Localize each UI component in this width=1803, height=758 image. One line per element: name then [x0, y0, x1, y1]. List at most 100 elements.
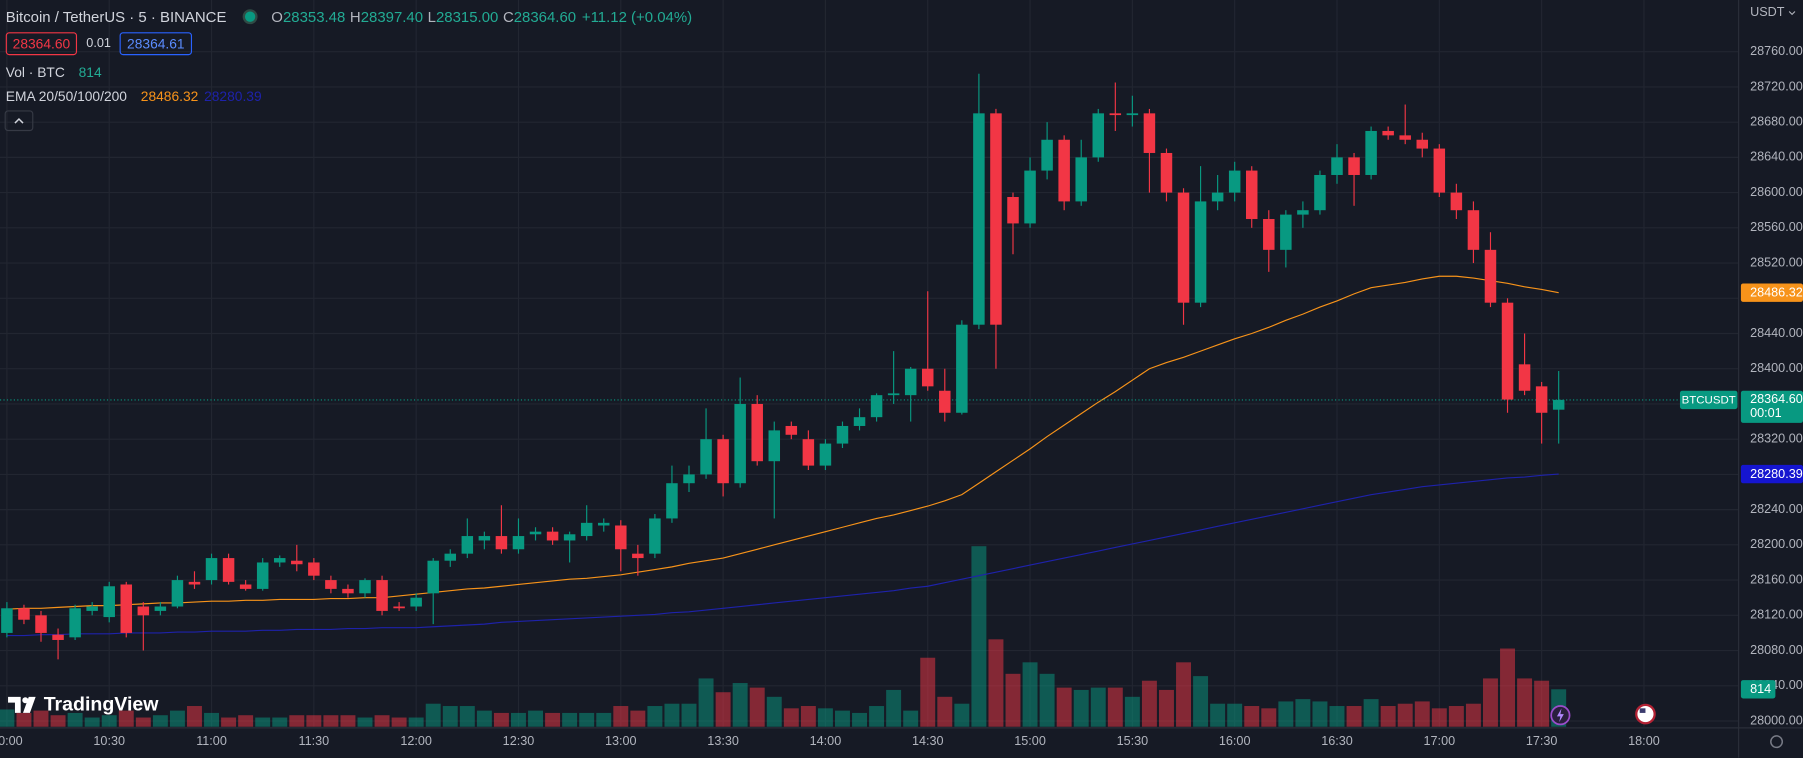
candle-body: [188, 581, 201, 585]
candle-body: [615, 525, 627, 550]
volume-bar: [1056, 687, 1072, 727]
events-bolt: [1556, 708, 1564, 723]
y-tick-label: 28000.00: [1750, 713, 1803, 727]
logo-shape: [8, 696, 36, 713]
volume-bar: [187, 706, 202, 727]
trade-buttons: 28364.60 0.01 28364.61: [5, 32, 192, 56]
currency-chevron: [1788, 11, 1796, 16]
volume-bar: [869, 706, 885, 727]
volume-bar: [766, 696, 782, 727]
candle-body: [1007, 197, 1019, 224]
candle-body: [1, 608, 13, 633]
volume-bar: [1414, 701, 1430, 727]
candle-body: [325, 580, 337, 589]
symbol-tag-label: BTCUSDT: [1682, 395, 1736, 407]
candle-body: [1280, 214, 1292, 250]
indicator-label: Vol · BTC: [5, 64, 65, 81]
volume-bar: [50, 715, 66, 727]
candle-body: [563, 534, 576, 541]
x-tick-label: 11:30: [299, 734, 330, 748]
volume-bar: [1227, 703, 1243, 727]
volume-bar: [374, 715, 390, 727]
volume-bar: [596, 712, 612, 727]
candle-body: [921, 368, 934, 387]
candle-body: [956, 324, 968, 413]
x-tick-label: 14:00: [810, 734, 842, 748]
volume-bar: [954, 703, 970, 727]
candle-body: [1399, 135, 1411, 140]
ohlc-value: 28364.60: [513, 8, 577, 26]
logo: TradingView: [7, 693, 159, 716]
ohlc-key: O: [271, 8, 283, 26]
volume-bar: [579, 712, 595, 727]
y-tick-label: 28200.00: [1750, 537, 1803, 551]
x-tick-label: 15:00: [1014, 734, 1046, 748]
candle-body: [1484, 249, 1497, 303]
volume-bar: [84, 717, 100, 727]
candle-body: [1194, 201, 1207, 303]
candle-body: [154, 606, 167, 611]
sell-button[interactable]: 28364.60: [5, 32, 78, 56]
price-tag: [1740, 390, 1803, 423]
candle-body: [700, 439, 712, 475]
candle-body: [1382, 130, 1394, 136]
candle-body: [137, 606, 150, 616]
flag-canton: [1639, 708, 1646, 713]
volume-bar: [33, 710, 49, 727]
collapse-button[interactable]: [4, 110, 34, 132]
ohlc-key: H: [349, 8, 361, 26]
indicator-value: 28280.39: [204, 88, 262, 105]
candle-body: [495, 536, 508, 550]
volume-bar: [1107, 687, 1123, 727]
ohlc-value: 28397.40: [360, 8, 424, 26]
candle-body: [973, 113, 985, 325]
buy-button[interactable]: 28364.61: [120, 32, 192, 56]
market-status[interactable]: [242, 9, 258, 25]
candle-body: [632, 553, 644, 559]
x-tick-label: 10:00: [0, 734, 23, 748]
candle-body: [376, 580, 388, 611]
volume-bar: [715, 692, 731, 727]
candle-body: [768, 430, 781, 462]
price-tag-label: 28280.39: [1750, 467, 1803, 481]
volume-bar: [613, 706, 629, 727]
candle-body: [836, 425, 849, 444]
candle-body: [853, 417, 866, 426]
volume-bar: [101, 715, 117, 727]
volume-bar: [306, 715, 322, 727]
candle-body: [410, 597, 422, 607]
candle-body: [1433, 148, 1446, 193]
volume-bar: [272, 717, 288, 727]
volume-bar: [408, 717, 424, 727]
candle-body: [1177, 192, 1190, 303]
flag-icon: [1635, 703, 1656, 725]
candle-body: [666, 483, 678, 519]
volume-bar: [16, 712, 32, 727]
volume-bar: [1312, 701, 1328, 727]
currency: USDT: [1750, 5, 1785, 19]
candle-body: [103, 586, 115, 618]
volume-bar: [937, 696, 953, 727]
volume-bar: [1261, 708, 1277, 727]
ohlc-value: 28353.48: [282, 8, 346, 26]
volume-bar: [1124, 696, 1140, 727]
candle-body: [342, 588, 354, 594]
candle-body: [1365, 130, 1377, 175]
volume-bar: [1278, 701, 1294, 727]
candle-body: [1058, 139, 1070, 202]
volume-bar: [1534, 680, 1550, 727]
logo-dot: [22, 697, 29, 704]
volume-bar: [1346, 706, 1362, 727]
y-tick-label: 28600.00: [1750, 185, 1803, 199]
volume-bar: [886, 689, 902, 727]
candle-body: [1450, 192, 1463, 211]
volume-bar: [425, 703, 441, 727]
candle-body: [427, 560, 439, 594]
volume-bar: [476, 710, 492, 727]
ema-line: [6, 473, 1559, 637]
y-tick-label: 28680.00: [1750, 114, 1803, 128]
candle-body: [171, 580, 184, 607]
volume-bar: [1210, 703, 1226, 727]
volume-bar: [1517, 678, 1533, 727]
candle-body: [1501, 302, 1514, 400]
